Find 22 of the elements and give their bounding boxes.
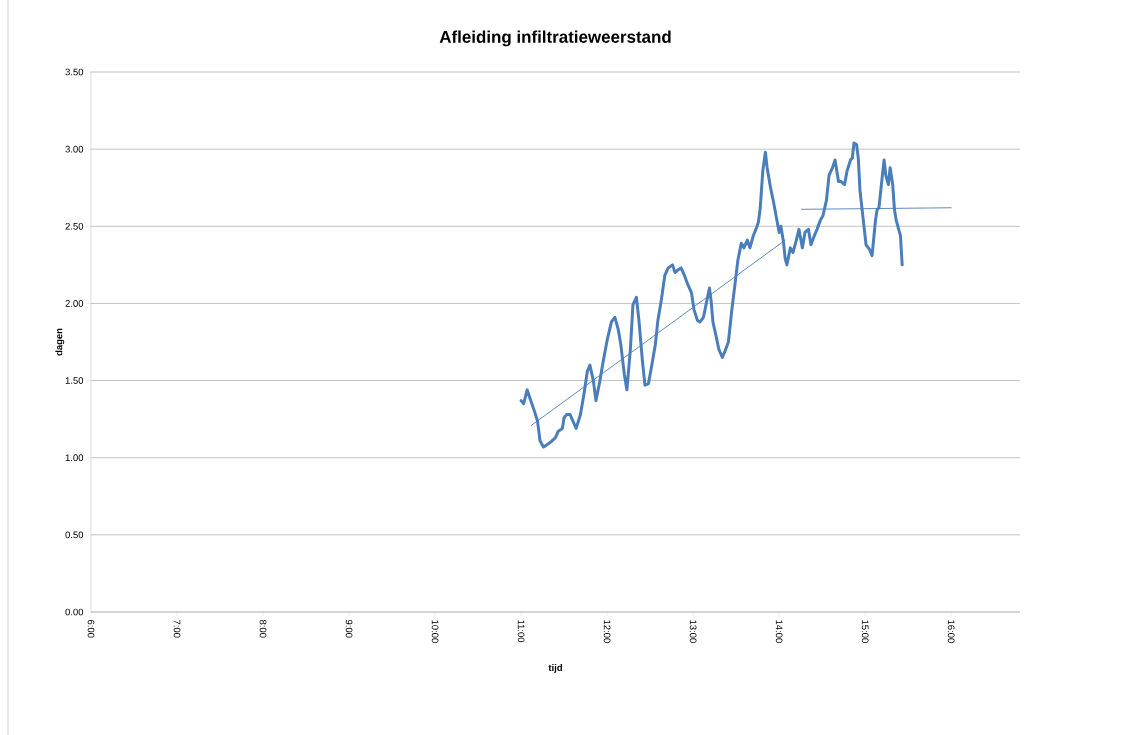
x-tick-label: 15:00 bbox=[861, 620, 869, 643]
y-tick-label: 0.50 bbox=[65, 531, 84, 539]
y-tick-label: 1.50 bbox=[65, 377, 84, 384]
y-axis-title: dagen bbox=[55, 328, 65, 356]
y-tick-label: 1.00 bbox=[65, 454, 84, 462]
x-tick-label: 8:00 bbox=[259, 619, 267, 638]
x-tick-label: 6:00 bbox=[87, 620, 95, 638]
x-tick-label: 9:00 bbox=[345, 619, 353, 638]
x-axis-title: tijd bbox=[548, 664, 562, 673]
x-tick-label: 13:00 bbox=[689, 620, 697, 643]
x-tick-label: 11:00 bbox=[517, 620, 525, 643]
x-tick-label: 16:00 bbox=[947, 620, 955, 643]
y-tick-label: 3.00 bbox=[65, 145, 84, 153]
chart-title: Afleiding infiltratieweerstand bbox=[439, 30, 671, 47]
y-tick-label: 2.00 bbox=[65, 300, 84, 307]
y-tick-label: 3.50 bbox=[65, 68, 84, 76]
x-tick-label: 7:00 bbox=[173, 620, 181, 638]
y-tick-label: 2.50 bbox=[65, 222, 84, 230]
y-tick-label: 0.00 bbox=[65, 608, 84, 616]
x-tick-label: 14:00 bbox=[775, 620, 783, 643]
x-tick-label: 12:00 bbox=[603, 620, 611, 643]
x-tick-label: 10:00 bbox=[431, 620, 439, 643]
